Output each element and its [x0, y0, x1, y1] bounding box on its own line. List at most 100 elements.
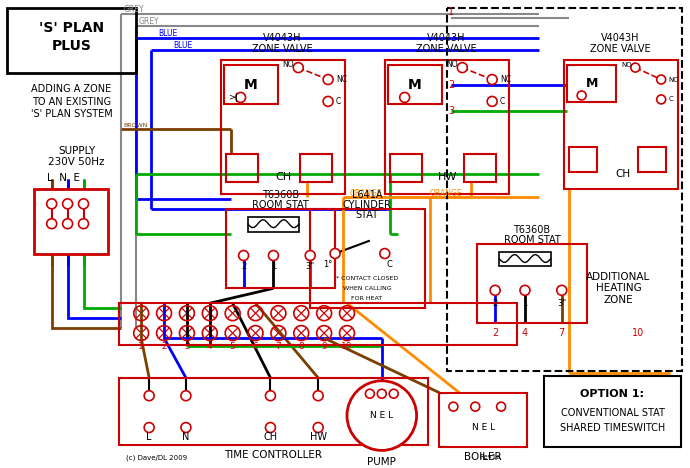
Text: BLUE: BLUE — [158, 29, 177, 38]
Text: 2: 2 — [448, 80, 455, 89]
Text: NC: NC — [500, 75, 511, 84]
Text: Rev1a: Rev1a — [480, 454, 501, 461]
Circle shape — [266, 391, 275, 401]
Bar — [385, 59, 509, 194]
Text: C: C — [500, 97, 505, 106]
Text: ADDING A ZONE: ADDING A ZONE — [32, 85, 112, 95]
Bar — [226, 209, 335, 288]
Text: CONVENTIONAL STAT: CONVENTIONAL STAT — [560, 408, 664, 417]
Bar — [119, 378, 428, 446]
Bar — [7, 8, 136, 73]
Text: N E L: N E L — [472, 423, 495, 432]
Text: 6: 6 — [253, 343, 258, 351]
Text: 1: 1 — [138, 343, 144, 351]
Text: V4043H: V4043H — [601, 33, 640, 43]
Circle shape — [268, 250, 278, 261]
Circle shape — [305, 250, 315, 261]
Text: N E L: N E L — [371, 411, 393, 420]
Bar — [464, 154, 496, 182]
Circle shape — [497, 402, 506, 411]
Circle shape — [457, 63, 467, 73]
Circle shape — [79, 219, 88, 229]
Text: L641A: L641A — [352, 190, 382, 200]
Circle shape — [47, 219, 57, 229]
Text: BLUE: BLUE — [173, 41, 193, 50]
Bar — [447, 8, 682, 371]
Text: ROOM STAT: ROOM STAT — [252, 200, 308, 210]
Text: ROOM STAT: ROOM STAT — [504, 234, 560, 245]
Text: L  N  E: L N E — [47, 173, 80, 183]
Circle shape — [144, 391, 154, 401]
Text: T6360B: T6360B — [262, 190, 299, 200]
Text: M: M — [244, 78, 257, 92]
Text: 3": 3" — [306, 262, 315, 271]
Text: N: N — [182, 432, 190, 442]
Text: WHEN CALLING: WHEN CALLING — [342, 286, 391, 291]
Circle shape — [330, 249, 340, 258]
Text: CH: CH — [275, 172, 291, 182]
Bar — [569, 147, 597, 172]
Text: GREY: GREY — [138, 17, 159, 26]
Circle shape — [79, 199, 88, 209]
Circle shape — [235, 93, 246, 102]
Text: V4043H: V4043H — [427, 33, 466, 43]
Bar — [440, 393, 527, 447]
Bar — [638, 147, 666, 172]
Bar — [388, 65, 442, 104]
Text: ZONE VALVE: ZONE VALVE — [416, 44, 477, 54]
Circle shape — [471, 402, 480, 411]
Circle shape — [577, 91, 586, 100]
Circle shape — [313, 391, 323, 401]
Text: 4: 4 — [207, 343, 213, 351]
Text: 2: 2 — [161, 343, 167, 351]
Circle shape — [389, 389, 398, 398]
Circle shape — [657, 95, 666, 104]
Text: 9: 9 — [322, 343, 327, 351]
Text: HW: HW — [310, 432, 326, 442]
Text: FOR HEAT: FOR HEAT — [351, 296, 382, 301]
Circle shape — [323, 74, 333, 85]
Circle shape — [380, 249, 390, 258]
Circle shape — [144, 423, 154, 432]
Text: CH: CH — [264, 432, 277, 442]
Circle shape — [293, 63, 303, 73]
Circle shape — [323, 96, 333, 106]
Text: PUMP: PUMP — [367, 457, 396, 468]
Text: M: M — [408, 78, 422, 92]
Bar — [544, 376, 681, 447]
Circle shape — [47, 199, 57, 209]
Text: ADDITIONAL
HEATING
ZONE: ADDITIONAL HEATING ZONE — [586, 272, 651, 305]
Text: 3": 3" — [558, 299, 566, 308]
Circle shape — [181, 391, 191, 401]
Circle shape — [377, 389, 386, 398]
Bar — [119, 303, 517, 345]
Circle shape — [487, 96, 497, 106]
Text: TIME CONTROLLER: TIME CONTROLLER — [224, 450, 322, 461]
Circle shape — [266, 423, 275, 432]
Text: HW: HW — [437, 172, 457, 182]
Text: CH: CH — [616, 169, 631, 179]
Text: T6360B: T6360B — [513, 225, 551, 234]
Text: 1: 1 — [448, 7, 455, 17]
Text: 5: 5 — [230, 343, 235, 351]
Circle shape — [557, 285, 566, 295]
Text: NO: NO — [446, 60, 458, 69]
Text: STAT: STAT — [355, 210, 378, 220]
Text: CYLINDER: CYLINDER — [342, 200, 391, 210]
Circle shape — [631, 63, 640, 72]
Text: 3: 3 — [184, 343, 190, 351]
Text: NO: NO — [282, 60, 294, 69]
Text: 4: 4 — [522, 328, 528, 338]
Text: C: C — [668, 96, 673, 102]
Circle shape — [63, 199, 72, 209]
Text: 'S' PLAN SYSTEM: 'S' PLAN SYSTEM — [31, 110, 112, 119]
Bar — [226, 154, 257, 182]
Circle shape — [239, 250, 248, 261]
Bar — [224, 65, 278, 104]
Text: SHARED TIMESWITCH: SHARED TIMESWITCH — [560, 423, 665, 432]
Text: L: L — [146, 432, 152, 442]
Circle shape — [449, 402, 458, 411]
Circle shape — [487, 74, 497, 85]
Bar — [248, 217, 299, 232]
Circle shape — [490, 285, 500, 295]
